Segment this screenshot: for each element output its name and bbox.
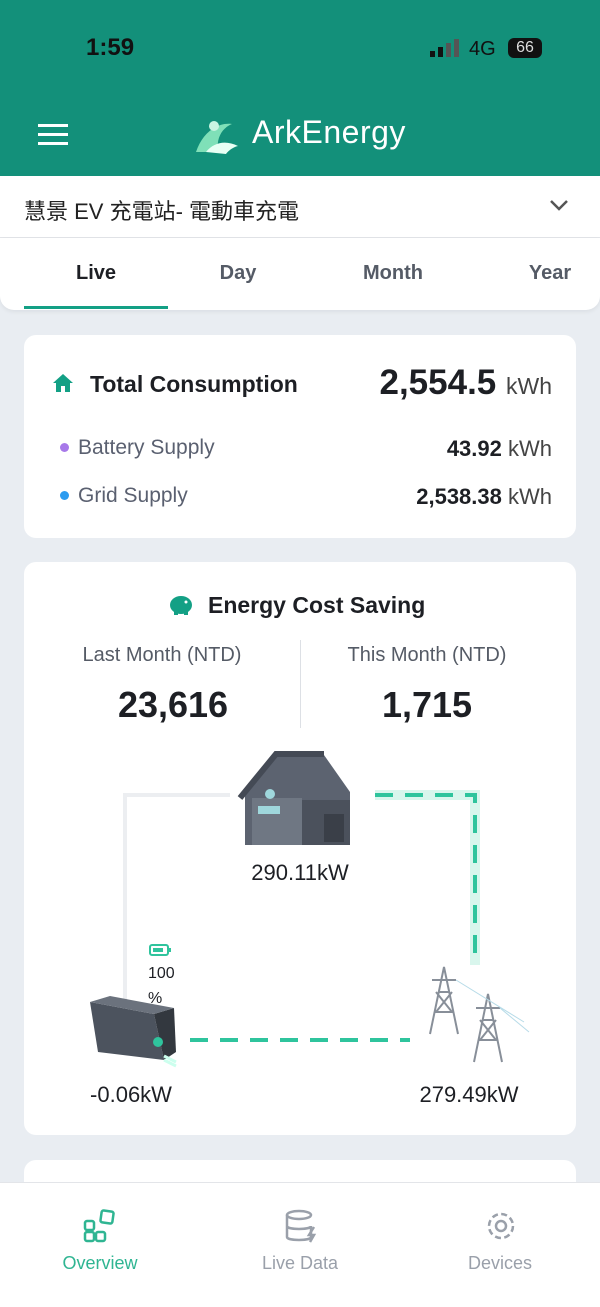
- house-icon: [237, 751, 350, 845]
- nav-item[interactable]: Devices: [467, 1253, 533, 1273]
- top-bar: 1:59 4G 66 ArkEnergy: [0, 0, 600, 176]
- battery-house-line: [123, 793, 230, 1000]
- unit: kWh: [506, 373, 552, 399]
- app-title: ArkEnergy: [252, 114, 406, 150]
- grid-power: 279.49kW: [419, 1082, 519, 1107]
- row-label: Grid Supply: [78, 484, 188, 507]
- site-selector[interactable]: 慧景 EV 充電站- 電動車充電: [0, 176, 600, 238]
- tab[interactable]: Day: [219, 262, 257, 284]
- battery-dot: [60, 443, 69, 452]
- period-label: This Month (NTD): [347, 644, 507, 666]
- battery-level: 100: [148, 965, 175, 982]
- logo-icon: [196, 121, 238, 154]
- tab-bar: Live Day Month Year: [0, 238, 600, 310]
- tab[interactable]: Year: [528, 262, 572, 284]
- live-data-icon: [285, 1209, 317, 1243]
- card-title: Energy Cost Saving: [208, 592, 426, 618]
- menu-button[interactable]: [38, 122, 70, 148]
- nav-item[interactable]: Live Data: [261, 1253, 339, 1273]
- card-title: Total Consumption: [90, 371, 298, 397]
- nav-item[interactable]: Overview: [62, 1253, 138, 1273]
- total-value: 2,554.5: [379, 363, 497, 402]
- energy-flow-diagram: [90, 751, 530, 1068]
- unit: kWh: [508, 484, 552, 509]
- network-type: 4G: [469, 38, 496, 60]
- battery-container-icon: [90, 996, 177, 1068]
- row-value: 2,538.38 kWh: [416, 484, 552, 510]
- dropdown-chevron: [550, 200, 568, 211]
- consumption-card: Total Consumption 2,554.5 kWh Battery Su…: [24, 335, 576, 538]
- saving-card: Energy Cost Saving Last Month (NTD) 23,6…: [24, 562, 576, 1135]
- active-tab-indicator: [24, 306, 168, 309]
- battery-indicator: 66: [508, 38, 542, 58]
- period-value: 1,715: [381, 684, 473, 725]
- row-label: Battery Supply: [78, 436, 215, 459]
- period-label: Last Month (NTD): [82, 644, 242, 666]
- site-name: 慧景 EV 充電站- 電動車充電: [24, 199, 300, 224]
- devices-icon: [487, 1212, 515, 1240]
- row-value: 43.92 kWh: [447, 436, 552, 462]
- divider: [300, 640, 301, 728]
- battery-small-icon: [149, 944, 171, 956]
- period-value: 23,616: [117, 684, 229, 725]
- power-tower-icon: [429, 966, 530, 1063]
- value: 43.92: [446, 436, 502, 461]
- battery-level-unit: %: [148, 990, 163, 1007]
- status-time: 1:59: [86, 34, 135, 61]
- tab[interactable]: Live: [75, 262, 117, 284]
- value: 2,538.38: [416, 484, 502, 509]
- total-row: 2,554.5 kWh: [379, 363, 552, 403]
- grid-dot: [60, 491, 69, 500]
- signal-icon: [430, 39, 459, 57]
- battery-power: -0.06kW: [90, 1082, 172, 1107]
- piggy-icon: [170, 596, 192, 615]
- tab[interactable]: Month: [363, 262, 423, 284]
- house-power: 290.11kW: [251, 860, 349, 885]
- grid-house-flow: [375, 793, 477, 965]
- overview-icon: [83, 1209, 115, 1243]
- unit: kWh: [508, 436, 552, 461]
- home-icon: [53, 374, 73, 392]
- bottom-nav: Overview Live Data Devices: [0, 1182, 600, 1307]
